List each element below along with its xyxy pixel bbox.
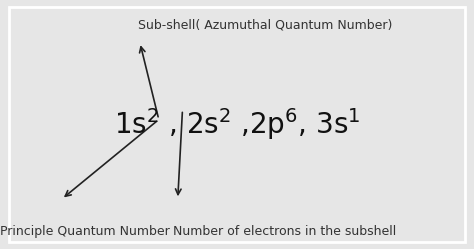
Text: $\mathregular{1s^2}$ , $\mathregular{2s^2}$ ,$\mathregular{2p^6}$, $\mathregular: $\mathregular{1s^2}$ , $\mathregular{2s^…: [114, 107, 360, 142]
Text: Principle Quantum Number: Principle Quantum Number: [0, 225, 170, 238]
Text: Number of electrons in the subshell: Number of electrons in the subshell: [173, 225, 396, 238]
Text: Sub-shell( Azumuthal Quantum Number): Sub-shell( Azumuthal Quantum Number): [138, 18, 392, 31]
